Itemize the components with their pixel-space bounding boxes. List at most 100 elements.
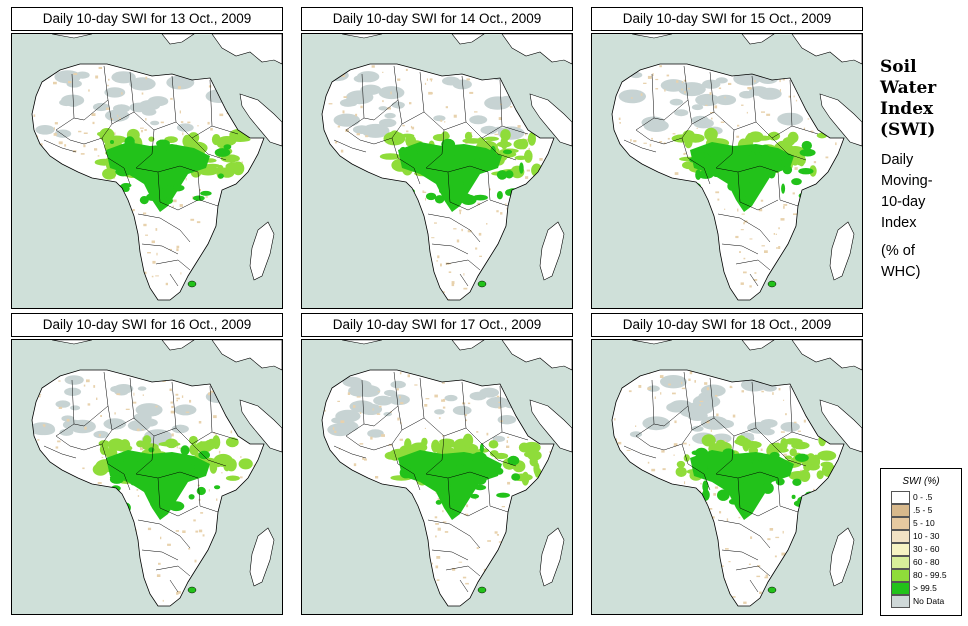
dry-cell: [638, 385, 642, 388]
saturated-cell: [110, 140, 114, 144]
dry-cell: [156, 252, 158, 256]
saturated-cell: [188, 494, 195, 500]
dry-cell: [507, 436, 510, 438]
dry-cell: [683, 79, 687, 82]
dry-cell: [741, 390, 744, 393]
dry-cell: [83, 132, 88, 134]
dry-cell: [626, 449, 631, 451]
dry-cell: [437, 498, 441, 501]
dry-cell: [688, 444, 691, 446]
dry-cell: [500, 212, 503, 215]
map-panel-15-oct: Daily 10-day SWI for 15 Oct., 2009: [591, 7, 865, 309]
country-border: [715, 129, 735, 169]
country-border: [487, 477, 509, 513]
saturated-cell: [435, 500, 442, 505]
dry-cell: [83, 144, 86, 148]
saturated-cell: [473, 474, 487, 485]
saturated-cell: [470, 493, 480, 499]
country-border: [715, 471, 779, 479]
dry-cell: [356, 133, 360, 136]
dry-cell: [779, 89, 781, 92]
wet-cell: [521, 471, 530, 486]
dry-cell: [476, 547, 479, 549]
dry-cell: [144, 271, 147, 275]
saturated-cell: [762, 482, 774, 494]
country-border: [155, 565, 191, 577]
saturated-cell: [190, 463, 195, 471]
saturated-cell: [717, 489, 730, 501]
africa-coastline: [31, 369, 265, 607]
dry-cell: [795, 99, 798, 102]
wet-cell: [107, 438, 125, 451]
dry-cell: [84, 426, 87, 430]
dry-cell: [477, 202, 481, 206]
no-data-patch: [35, 125, 55, 135]
map-panel-18-oct: Daily 10-day SWI for 18 Oct., 2009: [591, 313, 865, 615]
dry-cell: [424, 82, 427, 85]
saturated-cell: [167, 169, 182, 179]
dry-cell: [451, 283, 455, 287]
madagascar: [249, 221, 275, 281]
dry-cell: [221, 472, 223, 474]
dry-cell: [458, 561, 463, 563]
dry-cell: [176, 399, 178, 402]
dry-cell: [699, 404, 701, 406]
dry-cell: [173, 199, 177, 203]
country-border: [135, 165, 199, 173]
saturated-cell: [782, 165, 793, 175]
map-panel-14-oct: Daily 10-day SWI for 14 Oct., 2009: [301, 7, 575, 309]
legend-swatch: [891, 582, 910, 595]
dry-cell: [33, 114, 36, 117]
country-border: [157, 477, 199, 517]
dry-cell: [434, 394, 438, 398]
saturated-cell: [128, 161, 142, 171]
country-border: [703, 167, 711, 185]
wet-cell: [405, 135, 416, 146]
dry-cell: [684, 152, 687, 155]
no-data-patch: [111, 71, 136, 84]
wet-cell: [217, 136, 237, 146]
saturated-cell: [192, 195, 205, 201]
saturated-cell: [399, 467, 413, 479]
saturated-cell: [441, 138, 456, 151]
dry-cell: [466, 504, 469, 508]
saturated-cell: [122, 457, 139, 464]
no-data-patch: [388, 394, 410, 405]
index-title-line: (SWI): [880, 120, 936, 140]
saturated-cell: [165, 160, 174, 172]
dry-cell: [141, 130, 143, 133]
wet-cell: [519, 138, 528, 150]
no-data-patch: [492, 435, 506, 442]
dry-cell: [210, 390, 215, 393]
country-border: [737, 477, 779, 517]
saturated-cell: [115, 166, 132, 177]
dry-cell: [216, 498, 218, 501]
dry-cell: [506, 440, 508, 443]
no-data-patch: [113, 384, 134, 394]
dry-cell: [718, 87, 722, 89]
no-data-patch: [342, 376, 363, 387]
legend-swatch: [891, 504, 910, 517]
dry-cell: [94, 148, 98, 151]
dry-cell: [767, 538, 771, 541]
wet-cell: [817, 450, 837, 461]
dry-cell: [441, 399, 446, 402]
saturated-cell: [435, 145, 442, 157]
dry-cell: [200, 512, 204, 514]
wet-cell: [142, 435, 152, 446]
dry-cell: [785, 413, 787, 416]
dry-cell: [506, 445, 510, 448]
saturated-cell: [722, 448, 735, 457]
no-data-patch: [761, 428, 775, 436]
dry-cell: [776, 247, 779, 249]
dry-cell: [182, 530, 186, 533]
dry-cell: [783, 204, 788, 206]
dry-cell: [764, 250, 768, 253]
panel-title: Daily 10-day SWI for 15 Oct., 2009: [591, 7, 863, 31]
dry-cell: [328, 103, 333, 105]
no-data-patch: [59, 428, 74, 436]
country-border: [777, 171, 799, 207]
dry-cell: [743, 271, 747, 274]
country-border: [425, 435, 445, 475]
index-units: (% of WHC): [881, 241, 920, 283]
